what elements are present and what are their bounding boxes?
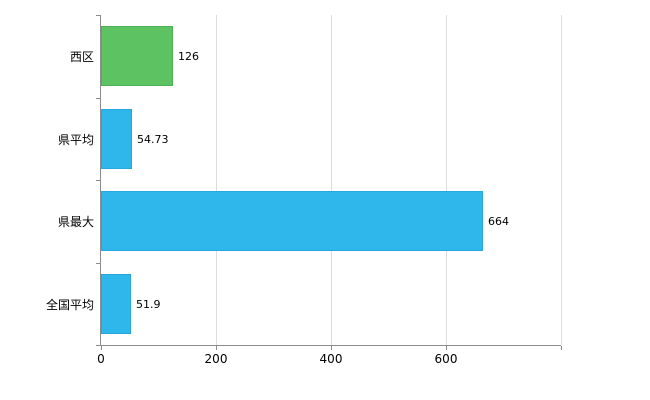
gridline bbox=[446, 15, 447, 345]
y-axis-tick bbox=[96, 15, 100, 16]
x-axis-tick-label: 200 bbox=[204, 352, 228, 366]
y-axis-tick bbox=[96, 180, 100, 181]
category-label: 全国平均 bbox=[45, 298, 94, 312]
bar-2 bbox=[101, 109, 132, 169]
y-axis-tick bbox=[96, 345, 100, 346]
x-axis-tick bbox=[446, 346, 447, 350]
x-axis-tick bbox=[561, 346, 562, 350]
bar-1 bbox=[101, 26, 173, 86]
x-axis-tick bbox=[101, 346, 102, 350]
category-label: 県平均 bbox=[57, 133, 94, 147]
gridline bbox=[216, 15, 217, 345]
x-axis-tick-label: 0 bbox=[97, 352, 105, 366]
value-label: 54.73 bbox=[137, 133, 169, 146]
x-axis-tick bbox=[331, 346, 332, 350]
gridline bbox=[331, 15, 332, 345]
x-axis-tick-label: 600 bbox=[434, 352, 458, 366]
bar-3 bbox=[101, 191, 483, 251]
bar-4 bbox=[101, 274, 131, 334]
value-label: 126 bbox=[178, 50, 199, 63]
y-axis-tick bbox=[96, 98, 100, 99]
y-axis-tick bbox=[96, 263, 100, 264]
x-axis-tick bbox=[216, 346, 217, 350]
category-label: 県最大 bbox=[57, 215, 94, 229]
value-label: 664 bbox=[488, 215, 509, 228]
gridline bbox=[561, 15, 562, 345]
value-label: 51.9 bbox=[136, 298, 161, 311]
category-label: 西区 bbox=[69, 50, 94, 64]
x-axis-tick-label: 400 bbox=[319, 352, 343, 366]
plot-area: 126 54.73 664 51.9 bbox=[100, 15, 562, 346]
